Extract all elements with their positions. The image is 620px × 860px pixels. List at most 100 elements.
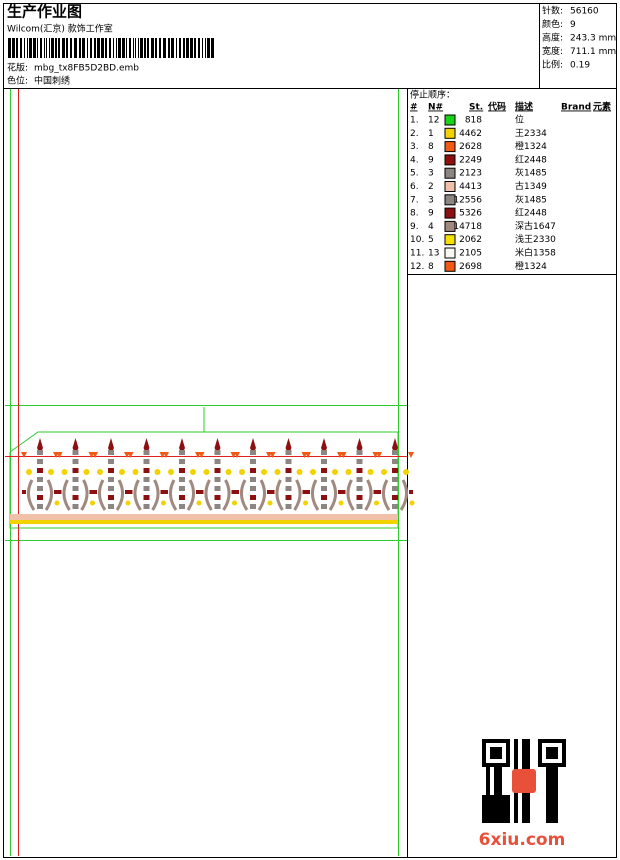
description: 红2448 <box>515 207 547 219</box>
qr-cell <box>550 811 554 815</box>
motif <box>303 500 308 506</box>
motif <box>356 468 363 473</box>
motif <box>48 469 54 475</box>
qr-cell <box>494 767 498 771</box>
description: 浅王2330 <box>515 233 556 245</box>
qr-cell <box>526 819 530 823</box>
motif <box>269 452 308 458</box>
qr-cell <box>482 755 486 759</box>
bar <box>27 38 28 58</box>
stat-value: 243.3 mm <box>570 34 616 44</box>
qr-cell <box>526 739 530 743</box>
qr-cell <box>538 763 542 767</box>
qr-cell <box>550 751 554 755</box>
motif <box>338 490 342 494</box>
motif <box>214 477 221 482</box>
page-border <box>3 3 617 858</box>
motif <box>285 477 292 482</box>
motif <box>332 469 338 475</box>
motif <box>83 469 90 475</box>
bar <box>186 38 189 58</box>
qr-cell <box>486 775 490 779</box>
qr-cell <box>482 795 486 799</box>
qr-cell <box>486 779 490 783</box>
motif <box>143 477 150 482</box>
qr-cell <box>498 795 502 799</box>
qr-cell <box>522 751 526 755</box>
color-swatch <box>444 167 456 179</box>
bar <box>79 38 81 58</box>
motif <box>250 459 256 464</box>
qr-cell <box>558 739 562 743</box>
colorway-label: 色位: <box>7 75 28 87</box>
motif <box>108 459 114 464</box>
qr-cell <box>526 811 530 815</box>
description: 位 <box>515 114 524 126</box>
row-num: 4. <box>410 155 419 165</box>
description: 橙1324 <box>515 260 547 272</box>
qr-cell <box>514 759 518 763</box>
qr-cell <box>486 783 490 787</box>
qr-cell <box>494 763 498 767</box>
motif <box>310 469 316 475</box>
needle: 9 <box>428 209 434 219</box>
qr-cell <box>506 811 510 815</box>
qr-cell <box>554 783 558 787</box>
qr-cell <box>502 811 506 815</box>
bar <box>8 38 11 58</box>
qr-cell <box>526 763 530 767</box>
color-swatch <box>444 114 456 126</box>
motif <box>72 450 79 455</box>
qr-cell <box>550 739 554 743</box>
column-header: 元素 <box>593 101 611 113</box>
row-num: 6. <box>410 182 419 192</box>
qr-cell <box>554 811 558 815</box>
qr-cell <box>550 803 554 807</box>
stitches: 2105 <box>459 249 482 259</box>
motif <box>72 477 79 482</box>
motif <box>108 450 114 455</box>
motif <box>285 468 292 473</box>
column-header: # <box>410 103 418 113</box>
needle: 13 <box>428 249 439 259</box>
bar <box>101 38 104 58</box>
description: 红2448 <box>515 153 547 165</box>
motif <box>214 459 221 464</box>
qr-cell <box>550 815 554 819</box>
motif <box>367 469 374 475</box>
stitches: 4413 <box>459 182 482 192</box>
motif <box>179 486 185 491</box>
motif <box>392 495 398 500</box>
motif <box>108 477 114 482</box>
qr-cell <box>526 799 530 803</box>
qr-cell <box>494 803 498 807</box>
qr-cell <box>550 807 554 811</box>
motif <box>231 490 236 494</box>
motif <box>356 459 363 464</box>
qr-cell <box>506 795 510 799</box>
needle: 9 <box>428 155 434 165</box>
subtitle: Wilcom(汇京) 款饰工作室 <box>7 23 113 35</box>
qr-cell <box>494 783 498 787</box>
motif <box>275 479 302 511</box>
qr-cell <box>554 747 558 751</box>
qr-cell <box>498 815 502 819</box>
motif <box>37 468 43 473</box>
qr-cell <box>522 739 526 743</box>
qr-cell <box>526 807 530 811</box>
stat-label: 高度: <box>542 32 563 44</box>
motif <box>108 486 114 491</box>
motif <box>125 500 131 506</box>
motif <box>239 469 245 475</box>
qr-cell <box>514 795 518 799</box>
qr-cell <box>490 811 494 815</box>
motif <box>214 495 221 500</box>
qr-cell <box>546 775 550 779</box>
bar <box>126 38 127 58</box>
bar <box>87 38 88 58</box>
needle: 5 <box>428 235 434 245</box>
description: 橙1324 <box>515 140 547 152</box>
qr-cell <box>502 815 506 819</box>
qr-cell <box>494 799 498 803</box>
